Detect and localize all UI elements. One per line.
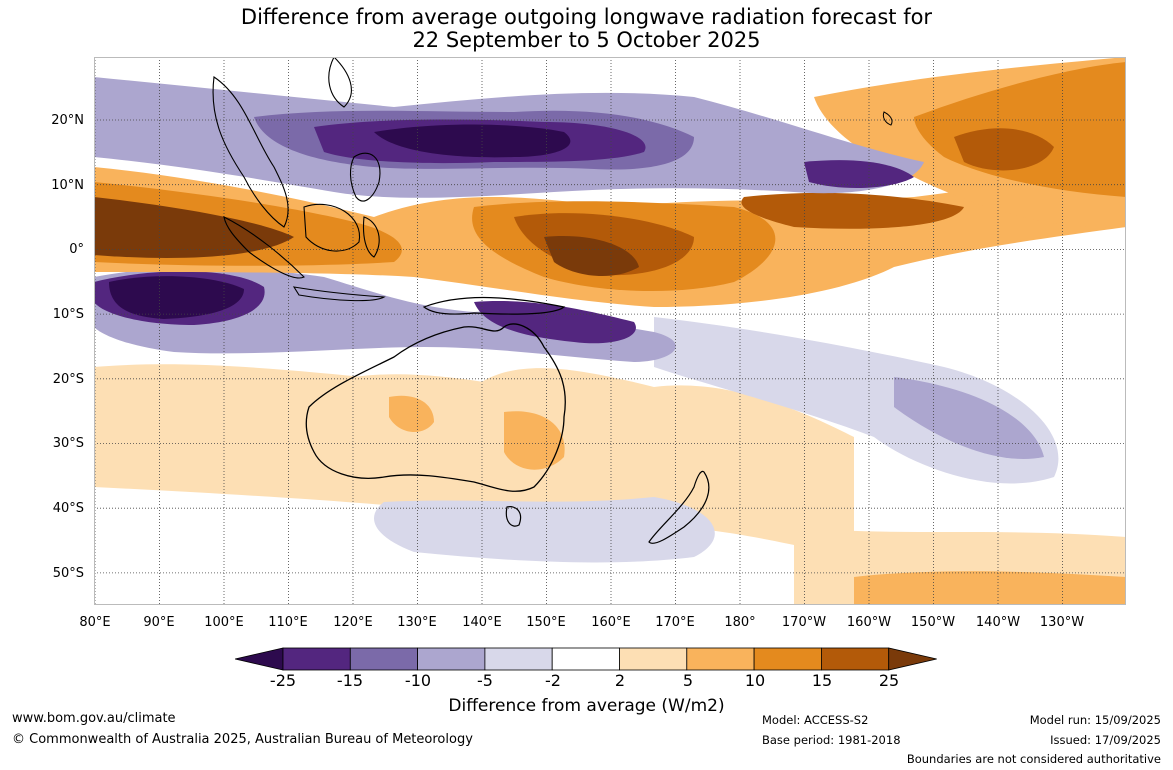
region-neg25-philippine-sea [374,124,571,158]
chart-title: Difference from average outgoing longwav… [0,6,1173,52]
region-pos5-southeast [854,571,1126,605]
region-pos5-west-australia [389,395,434,433]
lat-label: 50°S [52,566,84,581]
hawaii-coastline [882,111,893,126]
colorbar-tick: -5 [477,671,493,690]
colorbar [234,645,940,675]
lon-label: 130°E [397,615,437,630]
colorbar-extend-low [234,647,284,671]
colorbar-graphic [234,647,937,671]
footer-model: Model: ACCESS-S2 [762,713,869,727]
lon-label: 150°E [526,615,566,630]
olr-anomaly-map [94,57,1126,605]
region-pos25-west-equatorial [94,197,294,258]
colorbar-tick: -2 [545,671,561,690]
map-gridlines [94,57,1126,605]
colorbar-tick: -25 [269,671,297,690]
colorbar-tick: -15 [336,671,364,690]
colorbar-bin [821,647,890,671]
lon-label: 140°E [462,615,502,630]
footer-copyright: © Commonwealth of Australia 2025, Austra… [12,732,473,747]
colorbar-bin [686,647,755,671]
lon-label: 130°W [1039,615,1085,630]
borneo-coastline [303,203,361,252]
lat-label: 30°S [52,436,84,451]
sulawesi-coastline [362,216,380,258]
colorbar-extend-high [888,647,937,671]
colorbar-label: Difference from average (W/m2) [448,696,725,716]
colorbar-bin [484,647,553,671]
indochina-coastline [212,76,289,228]
region-neg15-coral-sea [474,301,636,344]
lon-label: 170°W [781,615,827,630]
region-neg15-marshall [804,160,914,189]
lon-label: 180° [724,615,756,630]
region-pos5-east-australia [504,411,565,470]
region-pos25-central-equatorial [544,236,639,277]
colorbar-tick: 10 [744,671,766,690]
lat-label: 40°S [52,501,84,516]
colorbar-bin [619,647,688,671]
map-frame [94,57,1126,605]
region-neg25-south-indian [109,276,244,319]
lat-label: 10°S [52,307,84,322]
new-guinea-coastline [422,296,566,315]
region-neg5-spcz [894,377,1044,459]
region-pos15-northeast [954,128,1054,171]
colorbar-bin [753,647,822,671]
lon-label: 160°E [591,615,631,630]
footer-issued: Issued: 17/09/2025 [1050,733,1161,747]
colorbar-tick: 15 [811,671,833,690]
tasmania-coastline [505,506,522,527]
map-canvas [94,57,1126,605]
lon-label: 80°E [79,615,111,630]
lat-label: 20°N [51,113,84,128]
footer-model-run: Model run: 15/09/2025 [1029,713,1161,727]
colorbar-bin [349,647,419,671]
footer-boundaries-note: Boundaries are not considered authoritat… [906,752,1161,766]
region-neg2-south-tasman [374,497,715,563]
philippines-coastline [349,152,381,202]
title-line-1: Difference from average outgoing longwav… [240,5,933,29]
taiwan-coastline [328,57,352,108]
new-zealand-coastline [648,470,710,544]
lon-label: 120°E [333,615,373,630]
lon-label: 100°E [204,615,244,630]
lon-label: 150°W [910,615,956,630]
colorbar-tick: 25 [878,671,900,690]
sumatra-coastline [223,216,305,279]
colorbar-tick: 5 [682,671,694,690]
lat-label: 10°N [51,178,84,193]
lat-label: 20°S [52,372,84,387]
footer-url[interactable]: www.bom.gov.au/climate [12,711,176,726]
australia-coastline [305,323,566,492]
lon-label: 160°W [846,615,892,630]
colorbar-tick: -10 [404,671,432,690]
lon-label: 140°W [975,615,1021,630]
colorbar-bin [417,647,486,671]
colorbar-bin [551,647,620,671]
lon-label: 110°E [268,615,308,630]
lat-label: 0° [69,242,84,257]
title-line-2: 22 September to 5 October 2025 [412,28,761,52]
lon-label: 170°E [655,615,695,630]
colorbar-tick: 2 [614,671,626,690]
colorbar-bin [282,647,351,671]
lon-label: 90°E [143,615,175,630]
java-coastline [292,286,386,302]
footer-base-period: Base period: 1981-2018 [762,733,901,747]
region-pos15-central-pacific [741,192,964,229]
